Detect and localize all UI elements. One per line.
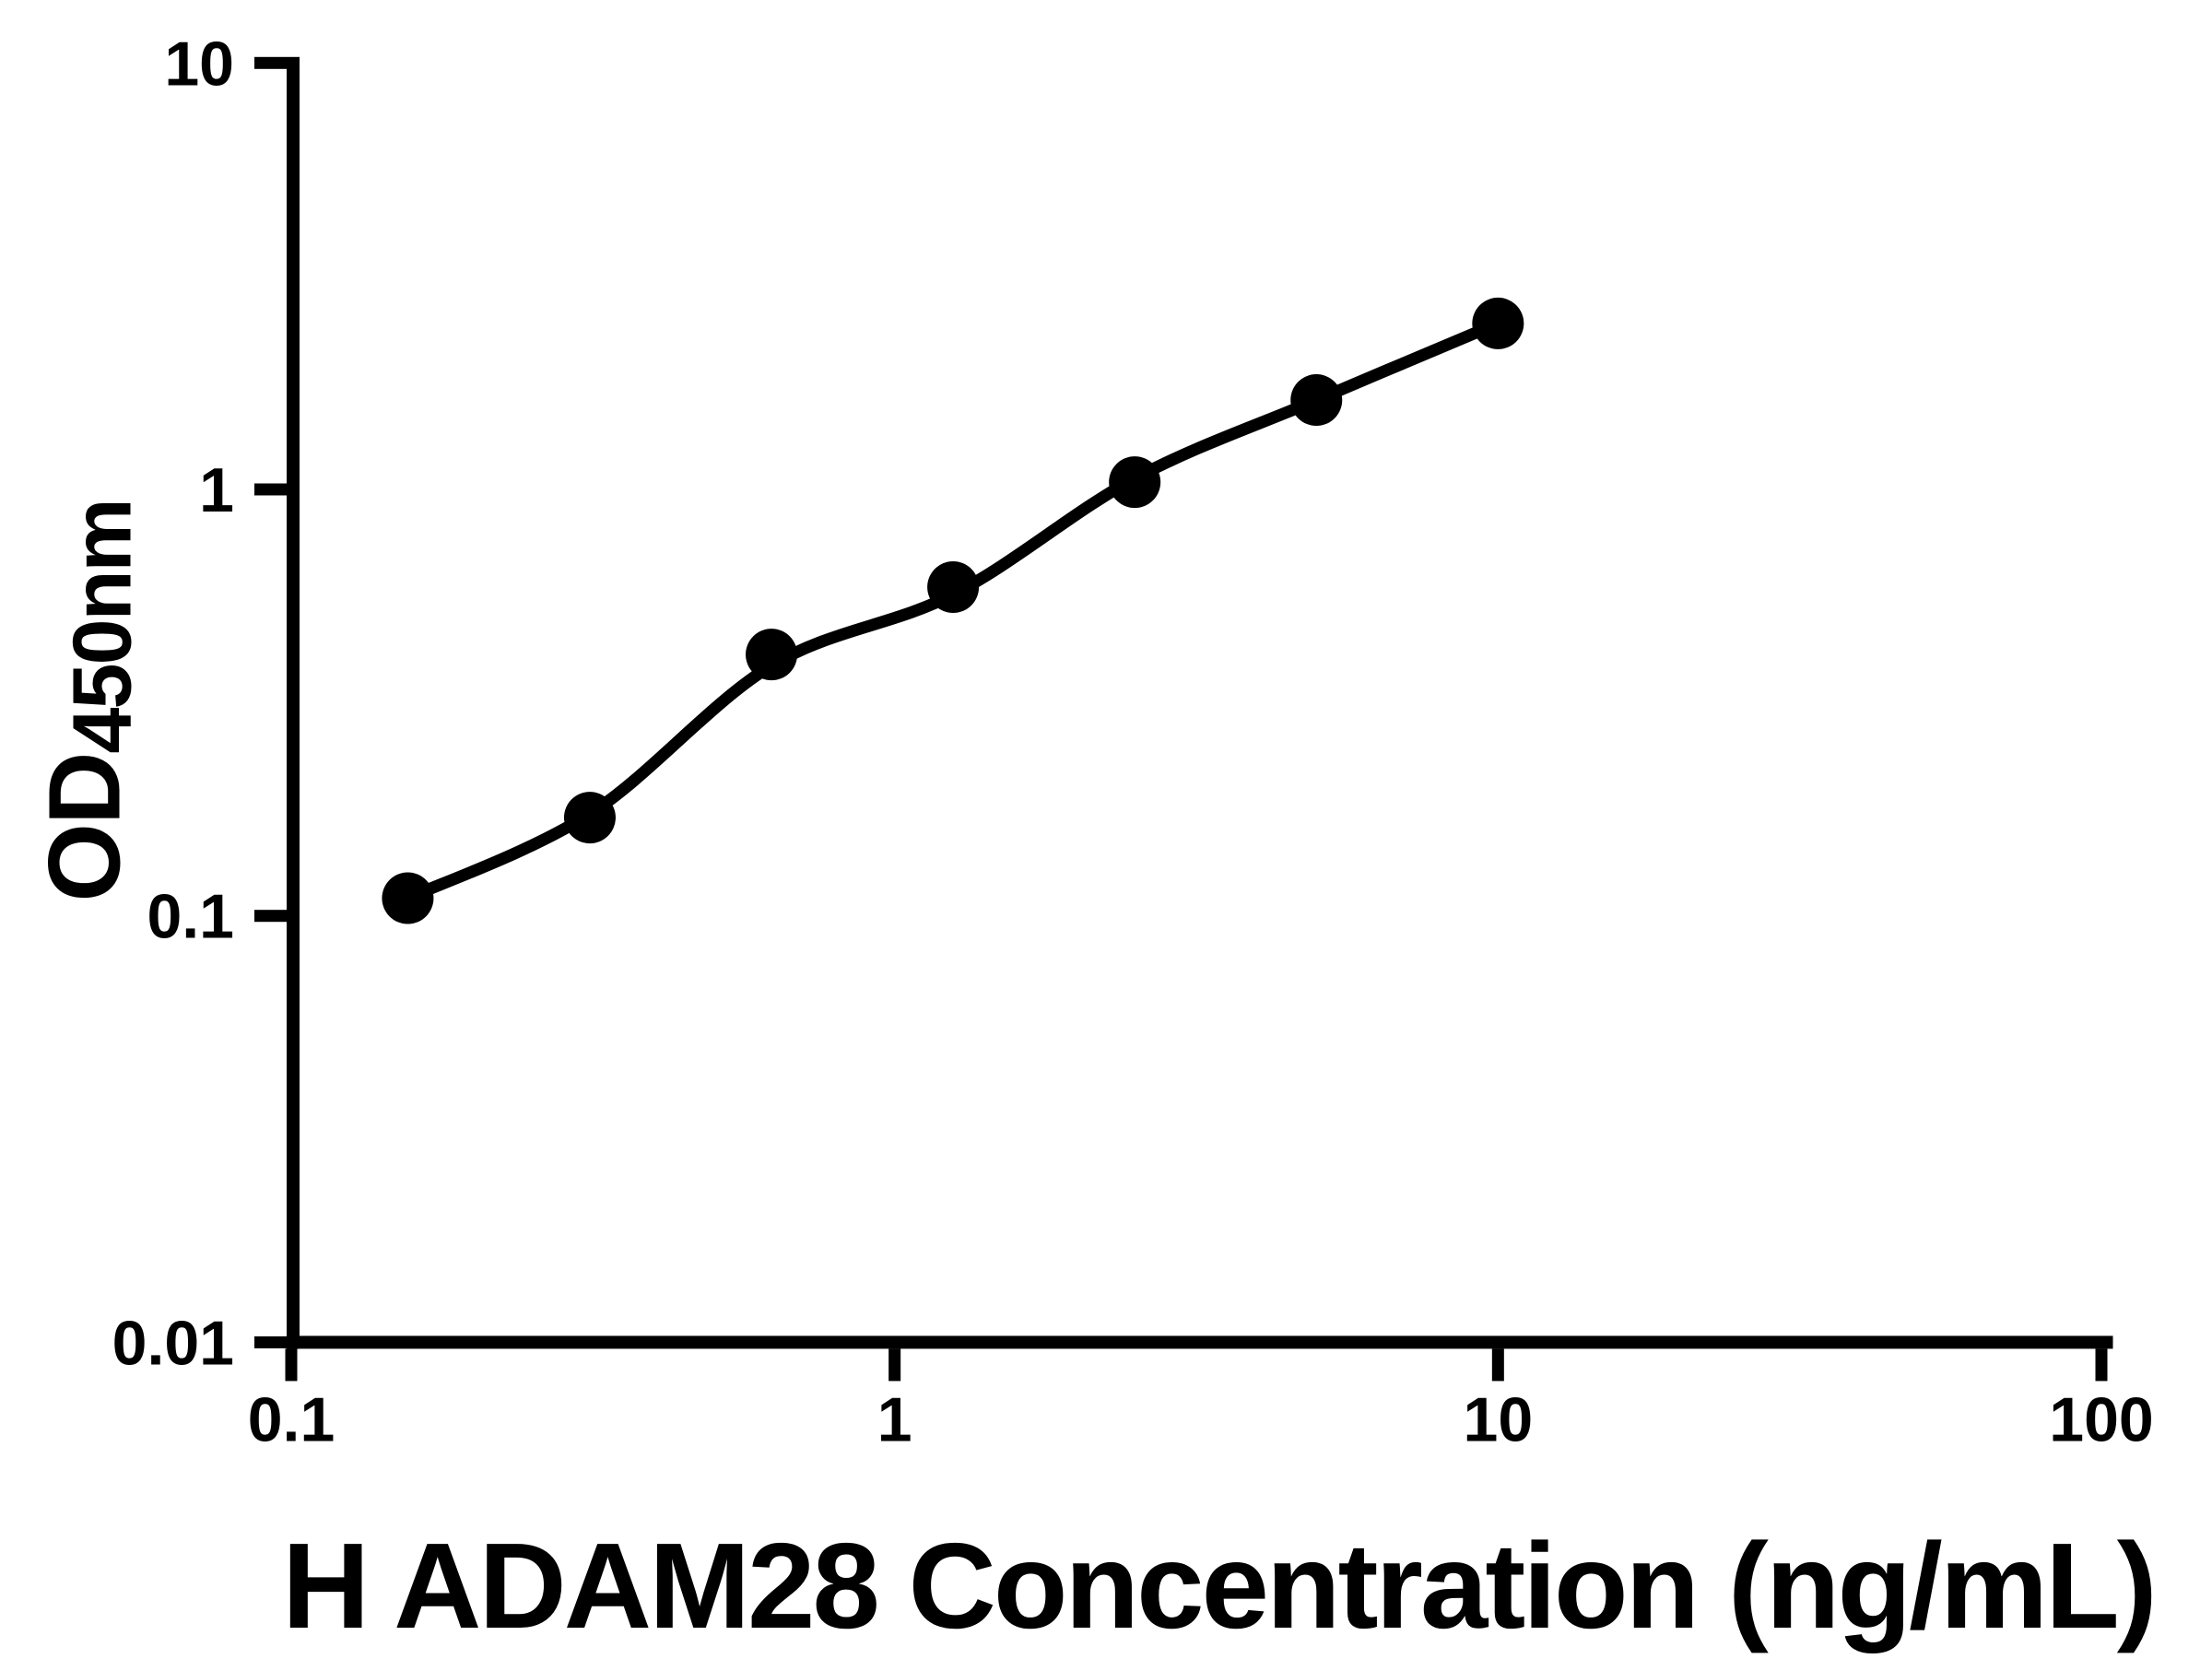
x-tick-label: 10 (1464, 1384, 1534, 1454)
data-point (746, 629, 798, 681)
x-tick (285, 1348, 298, 1382)
x-tick (1491, 1348, 1504, 1382)
data-point (563, 792, 616, 844)
x-tick (2095, 1348, 2108, 1382)
y-tick-label: 10 (164, 29, 234, 99)
y-tick-label: 0.1 (147, 882, 234, 952)
x-tick (888, 1348, 901, 1382)
y-tick (254, 910, 287, 923)
data-point (927, 561, 980, 614)
data-point (1109, 456, 1161, 509)
data-point (382, 872, 434, 924)
x-tick-label: 0.1 (248, 1384, 335, 1454)
y-tick-label: 1 (199, 455, 234, 525)
y-tick (254, 56, 287, 69)
x-tick-label: 100 (2049, 1384, 2153, 1454)
y-axis-line (287, 56, 300, 1349)
y-tick (254, 1335, 287, 1348)
y-tick (254, 483, 287, 496)
data-point (1290, 374, 1343, 427)
x-axis-title: H ADAM28 Concentration (ng/mL) (282, 1518, 2158, 1653)
y-tick-label: 0.01 (112, 1308, 234, 1378)
x-tick-label: 1 (877, 1384, 912, 1454)
data-point (1472, 297, 1524, 349)
x-axis-line (287, 1335, 2113, 1349)
